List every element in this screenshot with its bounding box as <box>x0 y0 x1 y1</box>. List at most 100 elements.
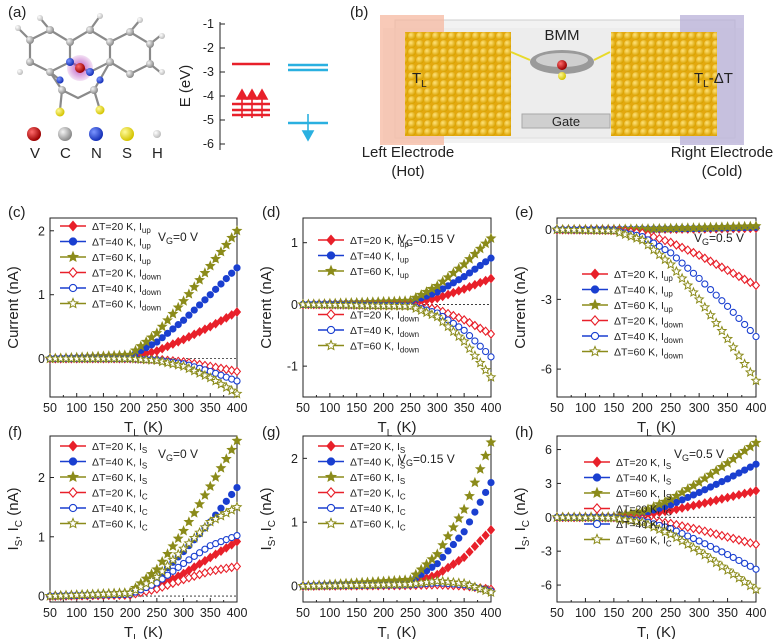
y-tick-label: 0 <box>291 580 298 594</box>
data-point <box>608 512 620 523</box>
data-point <box>210 253 222 264</box>
data-point <box>174 563 182 571</box>
carbon-atom-icon <box>58 127 72 141</box>
data-point <box>718 478 726 486</box>
data-point <box>751 485 761 496</box>
data-point <box>228 269 236 277</box>
legend-entry: ΔT=60 K, IS <box>350 472 405 486</box>
data-point <box>705 553 716 564</box>
data-point <box>689 247 698 258</box>
x-tick-label: 50 <box>296 401 310 415</box>
data-point <box>486 525 496 535</box>
data-point <box>746 277 755 288</box>
legend-entry: ΔT=60 K, IS <box>92 472 147 486</box>
legend-marker <box>326 251 336 260</box>
legend-marker <box>326 457 336 466</box>
legend-entry: ΔT=20 K, Idown <box>92 268 161 282</box>
atom-label-h: H <box>152 145 163 162</box>
left-electrode-state: (Hot) <box>391 163 424 180</box>
x-tick-label: 300 <box>173 401 194 415</box>
data-point <box>688 286 699 297</box>
legend-marker <box>66 517 80 529</box>
vanadium-atom-icon <box>27 127 41 141</box>
left-temperature: TL <box>412 70 427 90</box>
data-point <box>733 349 745 361</box>
energy-tick: -2 <box>203 41 214 55</box>
legend-marker <box>68 237 78 246</box>
legend-entry: ΔT=20 K, IS <box>92 441 147 455</box>
data-point <box>487 353 495 361</box>
legend-marker <box>68 503 78 513</box>
energy-tick: -5 <box>203 113 214 127</box>
data-point <box>710 317 722 328</box>
y-tick-label: 0 <box>38 352 45 366</box>
data-point <box>476 342 484 350</box>
data-point <box>185 311 193 319</box>
data-point <box>178 295 190 306</box>
x-tick-label: 100 <box>319 401 340 415</box>
data-point <box>735 469 743 477</box>
data-point <box>683 501 692 512</box>
data-point <box>689 491 698 499</box>
legend-marker <box>68 440 78 452</box>
legend-marker <box>68 220 78 232</box>
data-point <box>469 350 481 361</box>
data-point <box>729 472 737 480</box>
data-point <box>665 258 677 270</box>
y-axis-label: IS, IC (nA) <box>258 487 278 550</box>
legend-marker <box>68 457 78 466</box>
data-point <box>437 539 449 550</box>
data-point <box>706 483 715 491</box>
data-point <box>444 282 452 290</box>
data-point <box>190 552 198 560</box>
legend-marker <box>66 470 80 483</box>
sulfur-atom-icon <box>120 127 134 141</box>
data-point <box>684 493 692 502</box>
data-point <box>167 358 179 369</box>
x-tick-label: 50 <box>43 401 57 415</box>
x-tick-label: 400 <box>746 401 767 415</box>
data-point <box>695 250 704 261</box>
data-point <box>485 436 497 447</box>
x-tick-label: 400 <box>227 401 248 415</box>
data-point <box>485 371 497 382</box>
legend-entry: ΔT=60 K, IC <box>92 519 148 533</box>
data-point <box>740 274 749 285</box>
chart-h: (h) 50 100 150 200 250 300 350 400 6 3 0 -3 -6 TL (K) I… <box>512 424 766 639</box>
data-point <box>683 245 692 255</box>
data-point <box>712 259 721 270</box>
data-point <box>217 504 225 512</box>
right-electrode-state: (Cold) <box>702 163 743 180</box>
series-f-5 <box>44 501 243 601</box>
y-tick-label: 1 <box>38 530 45 544</box>
data-point <box>449 310 458 321</box>
x-tick-label: 250 <box>146 401 167 415</box>
data-point <box>746 562 754 570</box>
data-point <box>156 556 168 567</box>
data-point <box>718 548 726 556</box>
data-point <box>174 321 182 329</box>
legend-entry: ΔT=20 K, IS <box>350 441 405 455</box>
data-point <box>751 539 761 550</box>
x-tick-label: 250 <box>146 606 167 620</box>
x-tick-label: 400 <box>481 401 502 415</box>
y-tick-label: -6 <box>541 579 552 593</box>
right-electrode-label: Right Electrode <box>671 144 774 161</box>
legend-entry: ΔT=40 K, IS <box>92 457 147 471</box>
data-point <box>465 269 474 277</box>
data-point <box>231 388 243 399</box>
data-point <box>486 273 496 284</box>
x-axis-label: TL (K) <box>637 419 676 439</box>
y-tick-label: 0 <box>291 298 298 312</box>
x-tick-label: 300 <box>427 401 448 415</box>
x-tick-label: 300 <box>689 606 710 620</box>
data-point <box>487 254 495 262</box>
data-point <box>460 314 469 325</box>
data-point <box>672 254 681 262</box>
data-point <box>636 234 648 245</box>
data-point <box>474 463 486 474</box>
data-point <box>486 329 496 339</box>
series-e-5 <box>551 223 762 386</box>
